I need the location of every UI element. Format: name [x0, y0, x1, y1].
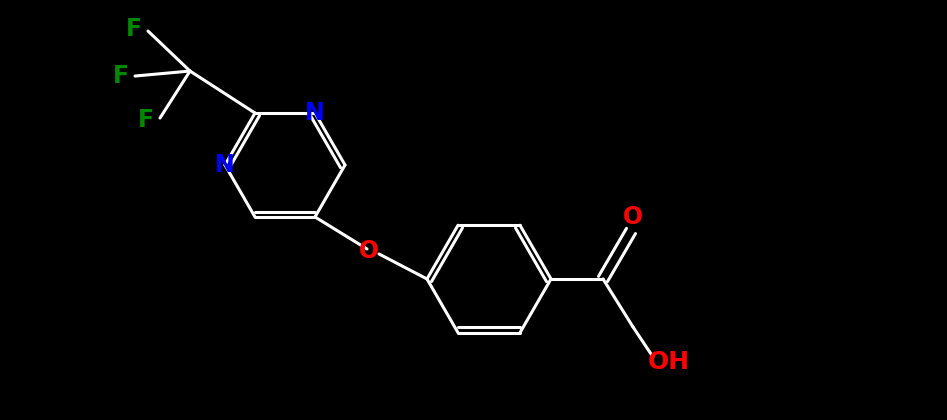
Text: OH: OH — [648, 350, 690, 374]
Text: N: N — [215, 153, 235, 177]
Text: F: F — [113, 64, 129, 88]
Text: O: O — [623, 205, 643, 229]
Text: F: F — [126, 17, 142, 41]
Text: F: F — [138, 108, 154, 132]
Text: N: N — [305, 101, 325, 125]
Text: O: O — [359, 239, 379, 263]
